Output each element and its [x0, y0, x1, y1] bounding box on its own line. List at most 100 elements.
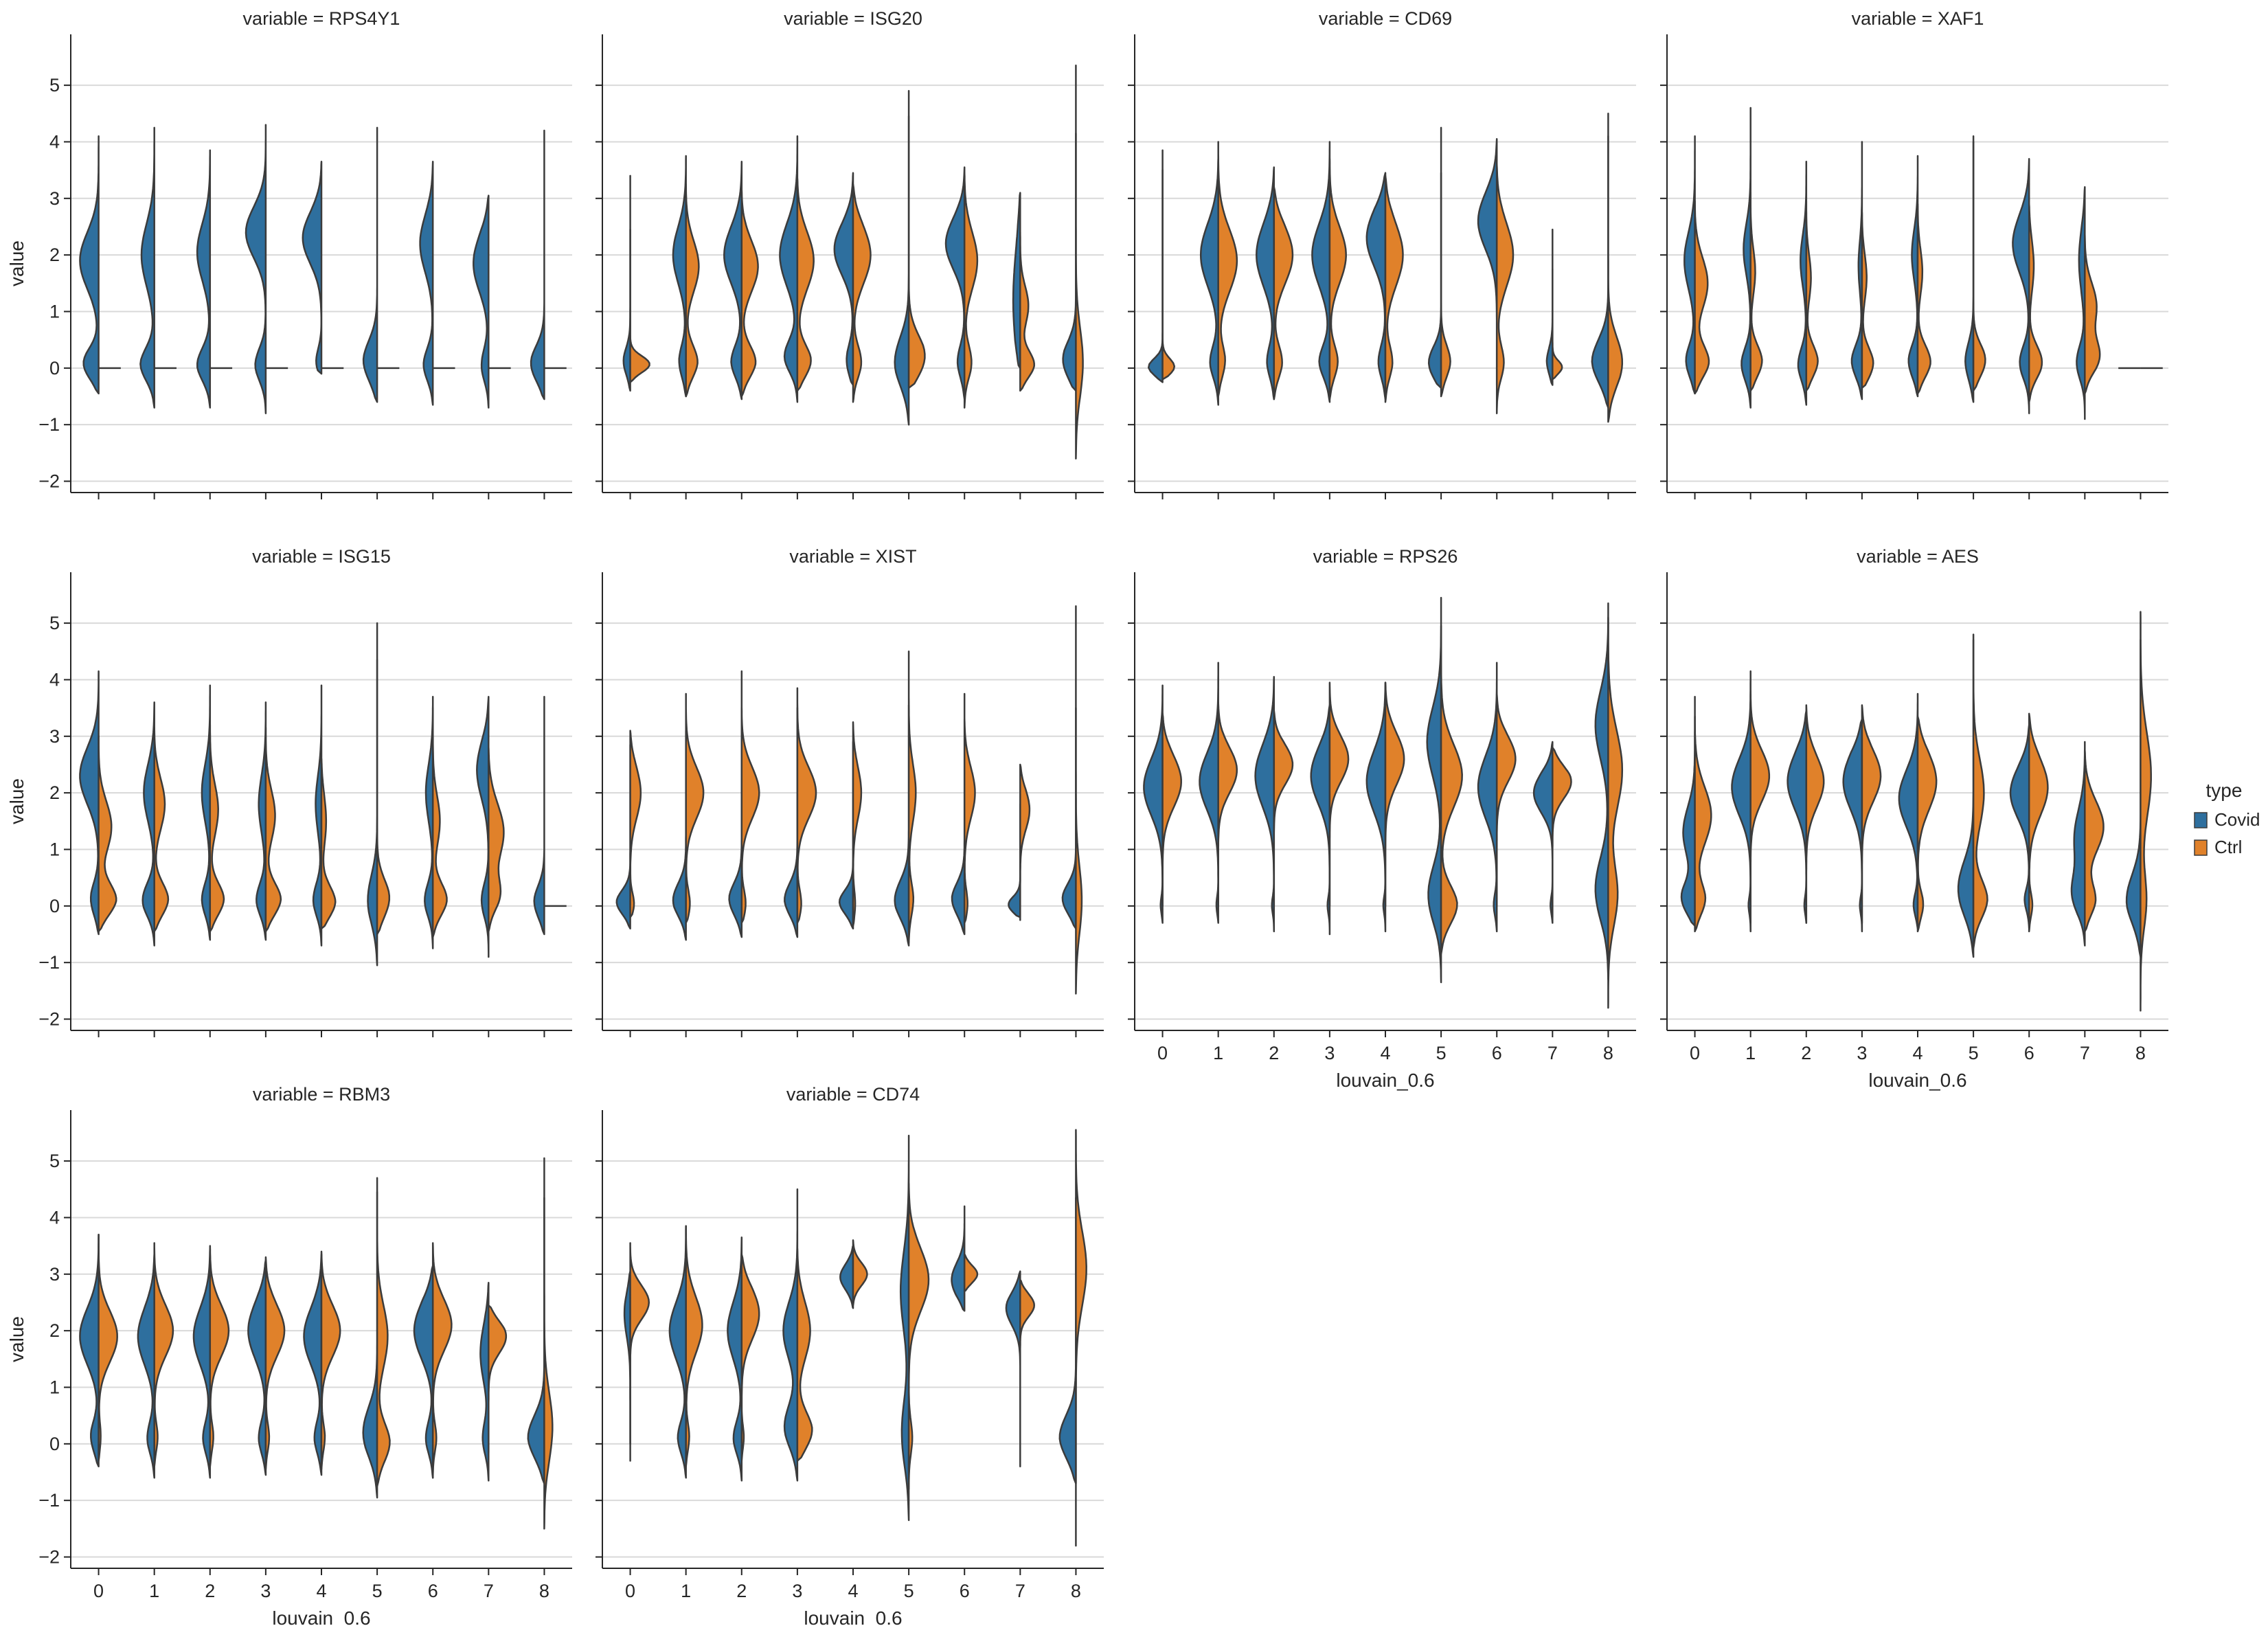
- violin-covid: [1787, 710, 1808, 924]
- panel-title: variable = RPS26: [1313, 546, 1458, 567]
- violin-covid: [1545, 228, 1554, 386]
- x-axis-label: louvain_0.6: [1336, 1070, 1434, 1091]
- x-tick-label: 1: [1745, 1043, 1756, 1063]
- violin-ctrl: [852, 721, 863, 927]
- x-axis-label: louvain_0.6: [272, 1607, 370, 1626]
- violin-covid: [2009, 724, 2030, 930]
- violin-ctrl: [685, 1225, 703, 1468]
- y-axis-label: value: [6, 1316, 27, 1362]
- x-tick-label: 6: [2024, 1043, 2034, 1063]
- violin-covid: [1256, 166, 1275, 400]
- violin-ctrl: [629, 730, 642, 918]
- x-tick-label: 7: [1547, 1043, 1558, 1063]
- violin-ctrl: [907, 115, 926, 389]
- violin-covid: [672, 730, 687, 941]
- violin-ctrl: [1075, 1129, 1087, 1547]
- violin-ctrl: [2084, 749, 2105, 933]
- violin-ctrl: [1384, 174, 1404, 403]
- violin-ctrl: [740, 1253, 760, 1462]
- violin-ctrl: [685, 183, 700, 398]
- violin-ctrl: [1019, 1278, 1035, 1349]
- violin-ctrl: [740, 707, 760, 924]
- violin-ctrl: [1161, 169, 1176, 381]
- violin-covid: [894, 90, 910, 426]
- violin-covid: [533, 695, 545, 936]
- violin-ctrl: [1694, 200, 1710, 395]
- violin-covid: [1683, 135, 1696, 395]
- violin-covid: [256, 701, 267, 941]
- violin-ctrl: [153, 1242, 174, 1468]
- y-tick-label: 3: [49, 726, 60, 747]
- x-tick-label: 3: [1857, 1043, 1867, 1063]
- violin-ctrl: [376, 1191, 391, 1487]
- x-tick-label: 4: [1912, 1043, 1923, 1063]
- x-tick-label: 5: [904, 1581, 914, 1601]
- panel: variable = ISG20: [596, 8, 1104, 499]
- violin-ctrl: [796, 1247, 813, 1462]
- violin-covid: [894, 704, 910, 947]
- violin-covid: [1532, 741, 1554, 924]
- panel: −2 −1 0 1 2 3 4 5 value variable = ISG15: [6, 546, 572, 1037]
- violin-covid: [141, 701, 155, 947]
- violin-covid: [192, 1247, 212, 1479]
- legend-swatch-covid: [2194, 812, 2208, 828]
- y-tick-label: 1: [49, 1377, 60, 1397]
- violin-ctrl: [852, 1239, 868, 1307]
- violin-covid: [530, 129, 545, 400]
- violin-ctrl: [1217, 701, 1238, 907]
- x-tick-label: 8: [2135, 1043, 2146, 1063]
- violin-covid: [362, 126, 378, 403]
- violin-covid: [424, 695, 434, 949]
- violin-covid: [419, 161, 434, 406]
- y-axis-label: value: [6, 240, 27, 286]
- y-tick-label: 3: [49, 1264, 60, 1285]
- violin-ctrl: [209, 1245, 230, 1468]
- x-tick-label: 0: [1690, 1043, 1700, 1063]
- violin-covid: [615, 743, 631, 930]
- violin-covid: [303, 1253, 323, 1476]
- violin-covid: [2076, 186, 2086, 420]
- panel-title: variable = CD69: [1319, 8, 1452, 29]
- y-tick-label: 4: [49, 669, 60, 690]
- violin-covid: [2012, 157, 2030, 414]
- violin-covid: [312, 684, 323, 947]
- panel: variable = CD69: [1128, 8, 1636, 499]
- violin-ctrl: [1328, 157, 1347, 400]
- violin-ctrl: [1273, 710, 1294, 907]
- violin-covid: [1061, 707, 1077, 930]
- panel: 0 1 2 3 4 5 6 7 8 louvain_0.6 variable = AES: [1660, 546, 2168, 1091]
- y-axis-label: value: [6, 778, 27, 824]
- violin-ctrl: [543, 1157, 554, 1530]
- violin-covid: [1005, 1270, 1021, 1468]
- y-tick-label: −1: [38, 952, 60, 973]
- y-tick-label: 5: [49, 75, 60, 95]
- violin-covid: [838, 741, 854, 930]
- violin-ctrl: [1440, 172, 1451, 398]
- violin-covid: [1731, 670, 1751, 933]
- x-tick-label: 7: [484, 1581, 494, 1601]
- violin-ctrl: [1273, 186, 1294, 400]
- violin-ctrl: [1607, 616, 1624, 1009]
- panel: 0 1 2 3 4 5 6 7 8 louvain_0.6 variable = RPS26: [1128, 546, 1636, 1091]
- violin-covid: [1898, 692, 1919, 930]
- x-tick-label: 8: [1071, 1581, 1081, 1601]
- violin-covid: [728, 670, 743, 938]
- y-tick-label: −1: [38, 1490, 60, 1511]
- violin-ctrl: [907, 1182, 930, 1490]
- violin-covid: [1477, 662, 1498, 933]
- violin-ctrl: [796, 177, 815, 392]
- x-tick-label: 5: [372, 1581, 383, 1601]
- violin-covid: [479, 1281, 490, 1482]
- violin-ctrl: [963, 172, 979, 409]
- violin-ctrl: [907, 651, 917, 944]
- violin-covid: [137, 1253, 155, 1479]
- violin-ctrl: [264, 727, 282, 933]
- violin-covid: [1591, 113, 1609, 409]
- violin-covid: [245, 124, 267, 414]
- violin-covid: [139, 126, 155, 409]
- violin-covid: [1147, 149, 1164, 383]
- violin-ctrl: [376, 659, 391, 936]
- violin-ctrl: [1861, 212, 1874, 389]
- violin-ctrl: [153, 727, 170, 933]
- violin-ctrl: [488, 1304, 508, 1454]
